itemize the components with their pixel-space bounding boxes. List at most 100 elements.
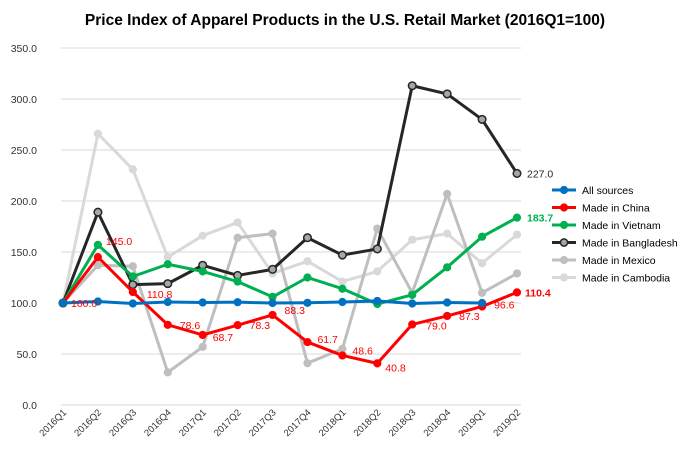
data-point [512,288,522,297]
data-point [303,273,312,282]
data-point [267,264,278,274]
data-label: 40.8 [385,362,406,374]
data-point [477,288,487,297]
data-label: 79.0 [426,320,447,332]
data-point [198,330,207,340]
legend-item-made-in-vietnam: Made in Vietnam [552,220,661,232]
data-point [303,257,312,266]
data-point [198,298,207,307]
x-tick-label: 2019Q2 [491,407,523,439]
data-label: 87.3 [459,311,480,323]
data-point [128,299,137,308]
data-point [233,277,242,286]
data-point [233,218,242,227]
x-axis: 2016Q1 2016Q2 2016Q3 2016Q4 2017Q1 2017Q2 2017… [37,407,523,439]
data-point [233,298,242,307]
data-point [338,297,347,307]
legend-label: Made in Vietnam [582,220,661,232]
data-label: 48.6 [352,345,373,357]
data-point [303,359,312,368]
data-point [128,272,137,281]
y-axis: 0.0 50.0 100.0 150.0 200.0 250.0 300.0 350.0 [11,43,37,412]
data-point [408,320,417,329]
x-tick-label: 2016Q4 [142,407,174,439]
x-tick-label: 2017Q2 [212,407,244,439]
data-point [337,250,347,260]
data-point [268,229,277,238]
gridlines [61,47,521,406]
data-point [233,321,242,330]
data-point [93,253,103,262]
data-point [198,342,207,351]
data-point [128,165,137,174]
data-label: 110.4 [525,287,551,299]
data-point [163,297,172,307]
data-point [443,189,452,198]
series-group [58,81,522,377]
legend-item-made-in-china: Made in China [552,203,650,215]
y-tick-label: 50.0 [17,349,38,361]
data-label: 183.7 [527,213,553,225]
series-made-in-china [58,253,522,368]
legend-item-all-sources: All sources [552,185,633,197]
data-point [443,229,452,238]
y-tick-label: 350.0 [11,43,37,55]
data-point [58,298,68,308]
series-line-made-in-cambodia [61,132,518,304]
x-tick-label: 2019Q1 [457,407,489,439]
y-tick-label: 300.0 [11,94,37,106]
chart-title: Price Index of Apparel Products in the U… [85,12,605,29]
legend-label: Made in Mexico [582,255,656,267]
y-tick-label: 150.0 [11,247,37,259]
y-tick-label: 0.0 [22,400,37,412]
data-point [93,207,103,217]
data-point [268,310,277,320]
data-point [512,168,522,179]
data-label: 88.3 [285,305,306,317]
data-point [93,261,103,270]
y-tick-label: 250.0 [11,145,37,157]
x-tick-label: 2017Q1 [177,407,209,439]
data-label: 78.6 [180,320,201,332]
data-label: 110.8 [147,289,173,301]
data-point [443,311,452,321]
data-point [408,290,417,299]
data-point [477,114,487,124]
legend-marker [559,185,569,195]
data-point [442,89,452,99]
data-point [338,351,347,360]
x-tick-label: 2016Q1 [37,407,69,439]
data-point [443,263,452,272]
data-point [373,359,382,368]
legend: All sources Made in China Made in Vietnam M… [552,185,678,285]
data-point [233,233,242,242]
data-point [198,267,207,276]
legend-label: Made in China [582,203,650,215]
data-label: 145.0 [106,236,132,248]
legend-marker [559,203,569,212]
data-point [163,368,172,377]
x-tick-label: 2018Q4 [422,407,454,439]
legend-marker [559,255,569,265]
legend-label: All sources [582,185,633,197]
data-point [408,299,417,308]
series-line-made-in-vietnam [61,216,518,306]
data-label: 227.0 [527,168,553,180]
y-tick-label: 100.0 [11,298,37,310]
x-tick-label: 2017Q4 [282,407,314,439]
x-tick-label: 2018Q3 [387,407,419,439]
data-point [303,337,312,347]
x-tick-label: 2016Q2 [72,407,104,439]
legend-marker [559,220,569,230]
data-point [408,235,417,244]
series-line-made-in-china [61,255,518,365]
data-point [302,233,313,243]
data-point [477,232,487,241]
data-labels: 100.0 145.0 110.8 78.6 68.7 78.3 88.3 61.7 48.6 4… [71,168,553,374]
data-label: 78.3 [250,320,271,332]
data-point [338,277,347,286]
x-tick-label: 2017Q3 [247,407,279,439]
data-point [93,297,103,306]
